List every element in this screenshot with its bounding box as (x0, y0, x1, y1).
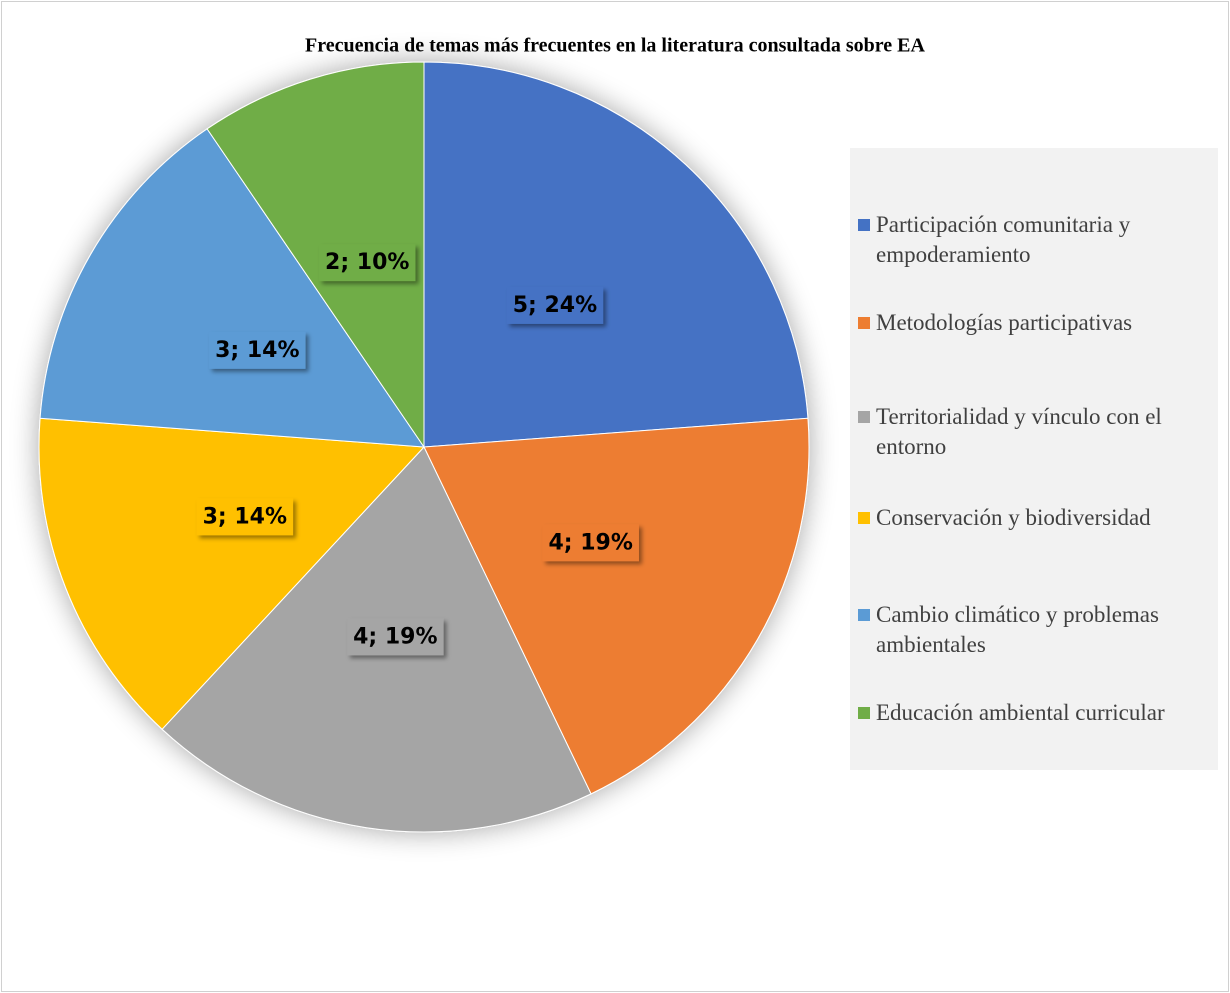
legend-swatch (858, 609, 870, 621)
chart-title: Frecuencia de temas más frecuentes en la… (305, 35, 925, 57)
legend-item: Educación ambiental curricular (858, 698, 1213, 728)
legend-item: Territorialidad y vínculo con el entorno (858, 402, 1213, 462)
data-label-box (196, 498, 294, 536)
data-label: 4; 19% (353, 624, 437, 649)
data-label: 2; 10% (325, 250, 409, 275)
pie-slice (423, 61, 809, 448)
legend-swatch (858, 411, 870, 423)
legend-item: Cambio climático y problemas ambientales (858, 600, 1213, 660)
legend-label: Educación ambiental curricular (876, 700, 1165, 725)
data-label-box (319, 244, 416, 282)
data-labels: 5; 24% 4; 19% 4; 19% 3; 14% 3; 14% 2; 10% (196, 244, 639, 656)
legend-label: Territorialidad y vínculo con el entorno (876, 404, 1162, 459)
legend-label: Participación comunitaria y empoderamien… (876, 212, 1131, 267)
data-label: 3; 14% (203, 504, 287, 529)
pie (38, 61, 810, 833)
data-label: 4; 19% (548, 530, 632, 555)
legend: Participación comunitaria y empoderamien… (850, 148, 1218, 770)
legend-swatch (858, 317, 870, 329)
data-label: 5; 24% (513, 293, 597, 318)
data-label-group: 4; 19% (347, 618, 444, 656)
legend-item: Metodologías participativas (858, 308, 1213, 338)
data-label-box (542, 524, 639, 562)
pie-slice (39, 128, 425, 448)
legend-swatch (858, 512, 870, 524)
data-label-box (209, 331, 306, 369)
legend-label: Metodologías participativas (876, 310, 1133, 335)
legend-swatch (858, 707, 870, 719)
pie-slice (423, 417, 810, 795)
legend-label: Cambio climático y problemas ambientales (876, 602, 1159, 657)
legend-swatch (858, 219, 870, 231)
pie-slice (38, 417, 426, 730)
data-label-group: 3; 14% (209, 331, 306, 369)
data-label-group: 5; 24% (506, 286, 604, 324)
legend-item: Participación comunitaria y empoderamien… (858, 210, 1213, 270)
data-label-group: 2; 10% (319, 244, 416, 282)
data-label-box (506, 286, 604, 324)
pie-slice (206, 61, 425, 449)
legend-label: Conservación y biodiversidad (876, 505, 1151, 530)
data-label: 3; 14% (215, 338, 299, 363)
data-label-group: 3; 14% (196, 498, 294, 536)
legend-item: Conservación y biodiversidad (858, 503, 1213, 533)
data-label-group: 4; 19% (542, 524, 639, 562)
data-label-box (347, 618, 444, 656)
